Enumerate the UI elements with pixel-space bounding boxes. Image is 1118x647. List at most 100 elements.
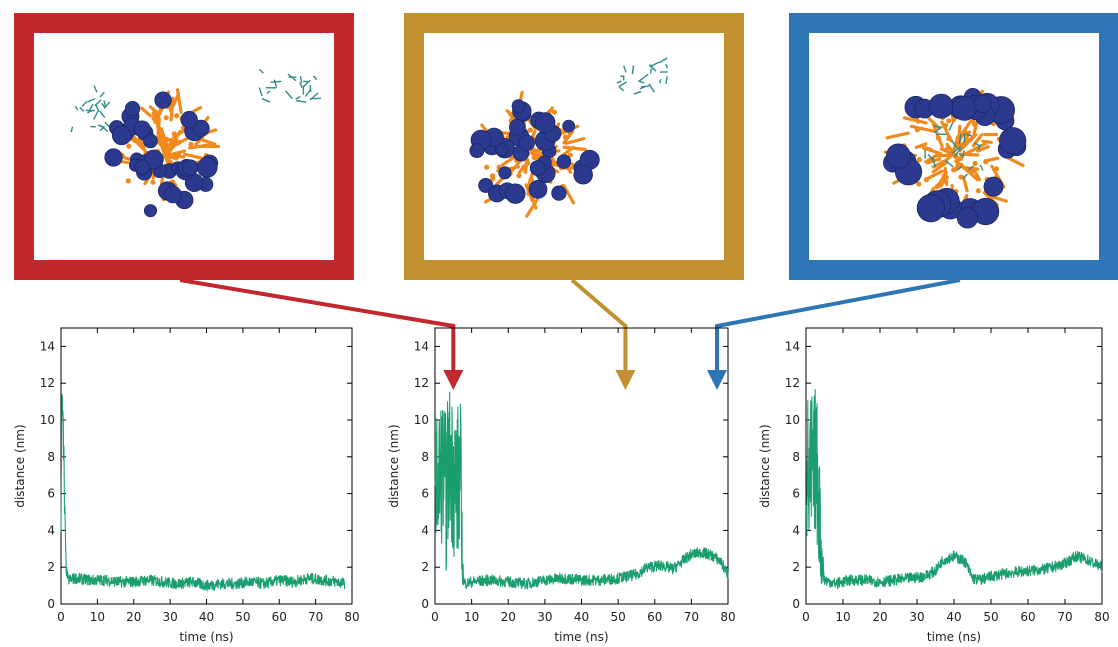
panel-view	[34, 33, 334, 260]
lipid-bead	[941, 173, 948, 179]
x-tick-label: 50	[610, 610, 625, 624]
x-tick-label: 70	[1057, 610, 1072, 624]
lipid-tail	[938, 175, 949, 189]
lipid-tail	[500, 154, 518, 167]
ligand-bond	[273, 79, 278, 88]
y-tick-label: 14	[40, 339, 55, 353]
head-bead	[164, 185, 182, 204]
lipid-tail	[885, 131, 910, 140]
ligand-bond	[639, 73, 649, 82]
lipid-bead	[958, 174, 964, 180]
arrow-head	[707, 370, 728, 390]
ligand-bond	[968, 165, 974, 171]
head-bead	[182, 159, 199, 176]
lipid-tail	[958, 133, 978, 152]
y-axis-title: distance (nm)	[13, 424, 27, 507]
lipid-bead	[993, 166, 1000, 172]
distance-series-line	[805, 388, 1103, 590]
ligand-bond	[958, 152, 965, 159]
ligand-bond	[962, 173, 968, 180]
lipid-bead	[942, 122, 949, 129]
connector-arrow	[707, 278, 961, 390]
head-bead	[143, 133, 158, 149]
ligand-bond	[958, 133, 962, 144]
x-tick-label: 40	[946, 610, 961, 624]
y-tick-label: 4	[792, 523, 800, 537]
ligand-bond	[659, 79, 662, 84]
y-tick-label: 6	[792, 487, 800, 501]
lipid-bead	[164, 136, 170, 142]
y-tick-label: 8	[792, 450, 800, 464]
ligand-bond	[284, 90, 293, 100]
y-tick-label: 10	[785, 413, 800, 427]
lipid-bead	[527, 127, 533, 133]
ligand-bond	[616, 80, 622, 84]
lipid-bead	[150, 179, 156, 185]
head-bead	[562, 119, 576, 133]
head-bead	[529, 160, 546, 177]
x-tick-label: 70	[308, 610, 323, 624]
arrow-line	[179, 278, 456, 374]
lipid-bead	[951, 167, 957, 173]
y-tick-label: 0	[792, 597, 800, 611]
lipid-tail	[562, 145, 587, 152]
y-tick-label: 4	[47, 523, 55, 537]
ligand-bond	[977, 144, 982, 151]
x-tick-label: 80	[720, 610, 735, 624]
lipid-tail	[187, 143, 212, 150]
lipid-bead	[923, 177, 930, 183]
y-tick-label: 4	[421, 523, 429, 537]
x-tick-label: 10	[464, 610, 479, 624]
ligand-bond	[299, 82, 303, 88]
x-tick-label: 0	[431, 610, 439, 624]
distance-series-line	[60, 394, 346, 592]
lipid-bead	[171, 131, 177, 137]
ligand-bond	[70, 126, 74, 133]
head-bead	[556, 154, 572, 169]
head-bead	[928, 93, 954, 119]
lipid-bead	[972, 160, 978, 166]
x-tick-label: 30	[162, 610, 177, 624]
ligand-bond	[302, 79, 311, 88]
x-tick-label: 80	[344, 610, 359, 624]
x-tick-label: 60	[272, 610, 287, 624]
head-bead	[956, 207, 979, 229]
ligand-bond	[89, 103, 94, 111]
head-bead	[143, 204, 158, 218]
connector-arrow	[179, 278, 464, 390]
y-tick-label: 8	[421, 450, 429, 464]
ligand-bond	[932, 157, 937, 168]
plot-frame	[60, 327, 353, 605]
x-tick-label: 30	[909, 610, 924, 624]
snapshot-panel	[404, 13, 744, 280]
ligand-bond	[74, 105, 79, 111]
ligand-bond	[641, 85, 650, 88]
head-bead	[999, 127, 1027, 155]
ligand-bond	[650, 64, 655, 71]
lipid-bead	[163, 115, 169, 121]
y-tick-label: 12	[785, 376, 800, 390]
lipid-tail	[939, 147, 957, 157]
ligand-bond	[962, 149, 965, 157]
lipid-bead	[955, 163, 961, 169]
lipid-bead	[983, 159, 989, 165]
ligand-bond	[99, 124, 109, 132]
y-tick-label: 0	[47, 597, 55, 611]
ligand-bond	[945, 160, 954, 168]
snapshot-panel	[14, 13, 354, 280]
ligand-bond	[659, 57, 668, 64]
head-bead	[196, 157, 218, 178]
lipid-tail	[931, 160, 949, 174]
lipid-bead	[167, 146, 173, 152]
lipid-tail	[902, 116, 928, 125]
head-bead	[983, 176, 1004, 197]
lipid-tail	[524, 183, 534, 203]
lipid-tail	[140, 106, 152, 118]
ligand-bond	[261, 97, 271, 103]
y-axis-title: distance (nm)	[758, 424, 772, 507]
head-bead	[573, 164, 593, 185]
micelle-snapshot	[70, 68, 321, 218]
lipid-tail	[914, 142, 928, 150]
lipid-bead	[562, 134, 569, 140]
ligand-bond	[99, 91, 105, 98]
